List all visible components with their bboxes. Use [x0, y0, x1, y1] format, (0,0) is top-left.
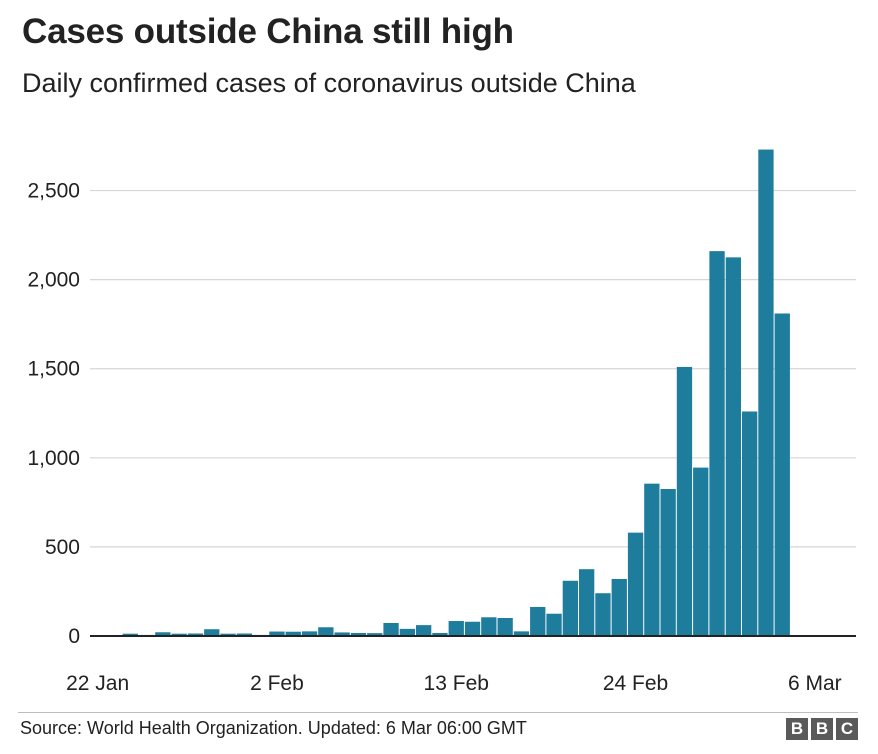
bar	[285, 631, 301, 636]
bar	[236, 633, 252, 636]
bar	[758, 149, 774, 636]
bar	[383, 622, 399, 636]
bar	[187, 633, 204, 636]
bar	[644, 483, 660, 636]
bar	[334, 632, 350, 636]
bar	[448, 621, 464, 636]
bar-chart: 0 500 1,000 1,500 2,000 2,500 22 Jan 2 Feb 13 Fe…	[27, 149, 856, 695]
bar	[497, 618, 513, 636]
bbc-logo-letter: B	[811, 718, 833, 740]
bar	[464, 621, 481, 636]
bar	[676, 366, 693, 636]
x-tick-label: 6 Mar	[788, 672, 842, 695]
y-tick-label: 1,500	[27, 358, 80, 381]
bar	[693, 467, 709, 636]
chart-subtitle: Daily confirmed cases of coronavirus out…	[22, 68, 636, 98]
y-tick-label: 1,000	[27, 447, 80, 470]
bar	[595, 593, 611, 636]
bar	[432, 632, 448, 636]
bar	[399, 628, 415, 636]
bbc-logo-letter: B	[786, 718, 808, 740]
bbc-logo-letter: C	[836, 718, 858, 740]
bar	[155, 632, 171, 636]
bar	[709, 251, 725, 637]
bar	[122, 633, 138, 636]
x-tick-label: 13 Feb	[424, 672, 489, 695]
x-tick-label: 22 Jan	[66, 672, 129, 695]
footer-divider	[18, 712, 858, 713]
bar	[742, 411, 758, 636]
bbc-logo: B B C	[786, 718, 858, 740]
y-tick-label: 2,000	[27, 269, 80, 292]
y-tick-label: 2,500	[27, 180, 80, 203]
bar	[774, 313, 790, 636]
bar	[725, 257, 741, 636]
bar	[269, 631, 285, 636]
bar	[579, 569, 595, 636]
y-tick-label: 500	[45, 536, 80, 559]
x-tick-label: 24 Feb	[603, 672, 668, 695]
bar	[611, 578, 627, 636]
bar	[204, 629, 220, 636]
bar	[481, 617, 497, 636]
chart-title: Cases outside China still high	[22, 12, 514, 51]
bar	[513, 631, 530, 636]
bar	[546, 613, 562, 636]
bar	[562, 580, 578, 636]
bar	[318, 627, 334, 636]
bar	[367, 633, 383, 636]
bar	[416, 625, 432, 636]
y-tick-label: 0	[68, 625, 80, 648]
bar	[301, 631, 318, 636]
bar	[171, 633, 187, 636]
source-note: Source: World Health Organization. Updat…	[20, 718, 527, 738]
x-tick-label: 2 Feb	[250, 672, 304, 695]
bar	[660, 489, 676, 636]
bar	[220, 633, 236, 636]
bar	[350, 632, 367, 636]
bar	[530, 606, 546, 636]
bar	[627, 532, 644, 636]
